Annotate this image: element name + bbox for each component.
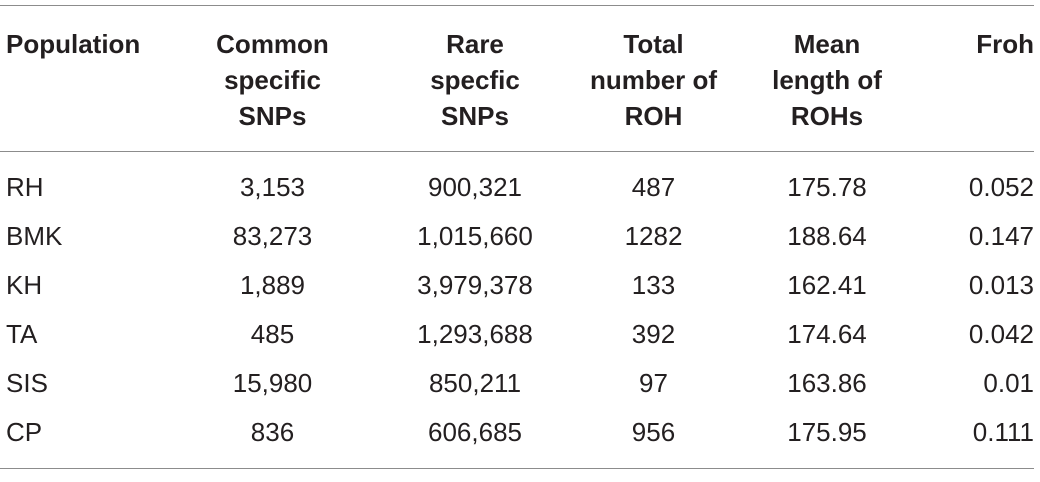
cell-mean-length-rohs: 174.64 xyxy=(787,319,867,349)
cell-total-roh: 392 xyxy=(631,319,676,349)
cell-population: SIS xyxy=(6,368,48,398)
table-body: RH 3,153 900,321 487 175.78 0.052 BMK 83… xyxy=(0,152,1034,469)
cell-mean-length-rohs: 175.95 xyxy=(787,417,867,447)
cell-common-specific-snps: 485 xyxy=(250,319,295,349)
cell-common-specific-snps: 836 xyxy=(250,417,295,447)
cell-mean-length-rohs: 188.64 xyxy=(787,221,867,251)
header-line: Total xyxy=(623,29,684,59)
cell-population: CP xyxy=(6,417,43,447)
table-row: BMK 83,273 1,015,660 1282 188.64 0.147 xyxy=(0,212,1034,261)
cell-total-roh: 133 xyxy=(631,270,676,300)
cell-total-roh: 1282 xyxy=(624,221,683,251)
header-line: number of xyxy=(589,65,718,95)
cell-froh: 0.147 xyxy=(968,221,1034,251)
cell-population: BMK xyxy=(6,221,63,251)
header-line: Rare xyxy=(446,29,504,59)
cell-common-specific-snps: 1,889 xyxy=(239,270,306,300)
cell-total-roh: 487 xyxy=(631,172,676,202)
cell-rare-specific-snps: 1,015,660 xyxy=(417,221,533,251)
cell-population: RH xyxy=(6,172,44,202)
header-line: Common xyxy=(216,29,329,59)
header-common-specific-snps: Common specific SNPs xyxy=(170,6,375,152)
header-froh: Froh xyxy=(922,6,1034,152)
header-line: Population xyxy=(6,29,141,59)
table-row: CP 836 606,685 956 175.95 0.111 xyxy=(0,408,1034,469)
cell-total-roh: 97 xyxy=(639,368,668,398)
cell-common-specific-snps: 3,153 xyxy=(239,172,306,202)
header-line: ROHs xyxy=(790,101,864,131)
cell-mean-length-rohs: 162.41 xyxy=(787,270,867,300)
cell-common-specific-snps: 83,273 xyxy=(232,221,313,251)
cell-rare-specific-snps: 606,685 xyxy=(428,417,522,447)
cell-mean-length-rohs: 175.78 xyxy=(787,172,867,202)
header-line: length of xyxy=(772,65,882,95)
cell-population: KH xyxy=(6,270,43,300)
cell-rare-specific-snps: 850,211 xyxy=(428,368,522,398)
population-statistics-table: Population Common specific SNPs Rare spe… xyxy=(0,5,1034,469)
table-header: Population Common specific SNPs Rare spe… xyxy=(0,5,1034,152)
header-line: specfic xyxy=(430,65,520,95)
header-rare-specific-snps: Rare specfic SNPs xyxy=(375,6,575,152)
header-line: Froh xyxy=(976,29,1034,59)
cell-froh: 0.013 xyxy=(968,270,1034,300)
cell-froh: 0.042 xyxy=(968,319,1034,349)
table-row: TA 485 1,293,688 392 174.64 0.042 xyxy=(0,310,1034,359)
cell-population: TA xyxy=(6,319,38,349)
header-mean-length-of-rohs: Mean length of ROHs xyxy=(732,6,922,152)
header-population: Population xyxy=(0,6,170,152)
cell-common-specific-snps: 15,980 xyxy=(232,368,313,398)
table-row: SIS 15,980 850,211 97 163.86 0.01 xyxy=(0,359,1034,408)
cell-rare-specific-snps: 3,979,378 xyxy=(417,270,533,300)
cell-rare-specific-snps: 900,321 xyxy=(428,172,522,202)
cell-froh: 0.01 xyxy=(983,368,1034,398)
cell-froh: 0.111 xyxy=(972,417,1034,447)
header-line: specific xyxy=(224,65,321,95)
cell-rare-specific-snps: 1,293,688 xyxy=(417,319,533,349)
header-line: ROH xyxy=(624,101,683,131)
table-row: KH 1,889 3,979,378 133 162.41 0.013 xyxy=(0,261,1034,310)
cell-mean-length-rohs: 163.86 xyxy=(787,368,867,398)
header-line: SNPs xyxy=(238,101,307,131)
cell-total-roh: 956 xyxy=(631,417,676,447)
header-line: SNPs xyxy=(441,101,509,131)
header-row: Population Common specific SNPs Rare spe… xyxy=(0,5,1034,152)
cell-froh: 0.052 xyxy=(968,172,1034,202)
header-line: Mean xyxy=(793,29,861,59)
table-row: RH 3,153 900,321 487 175.78 0.052 xyxy=(0,152,1034,213)
header-total-number-of-roh: Total number of ROH xyxy=(575,6,732,152)
